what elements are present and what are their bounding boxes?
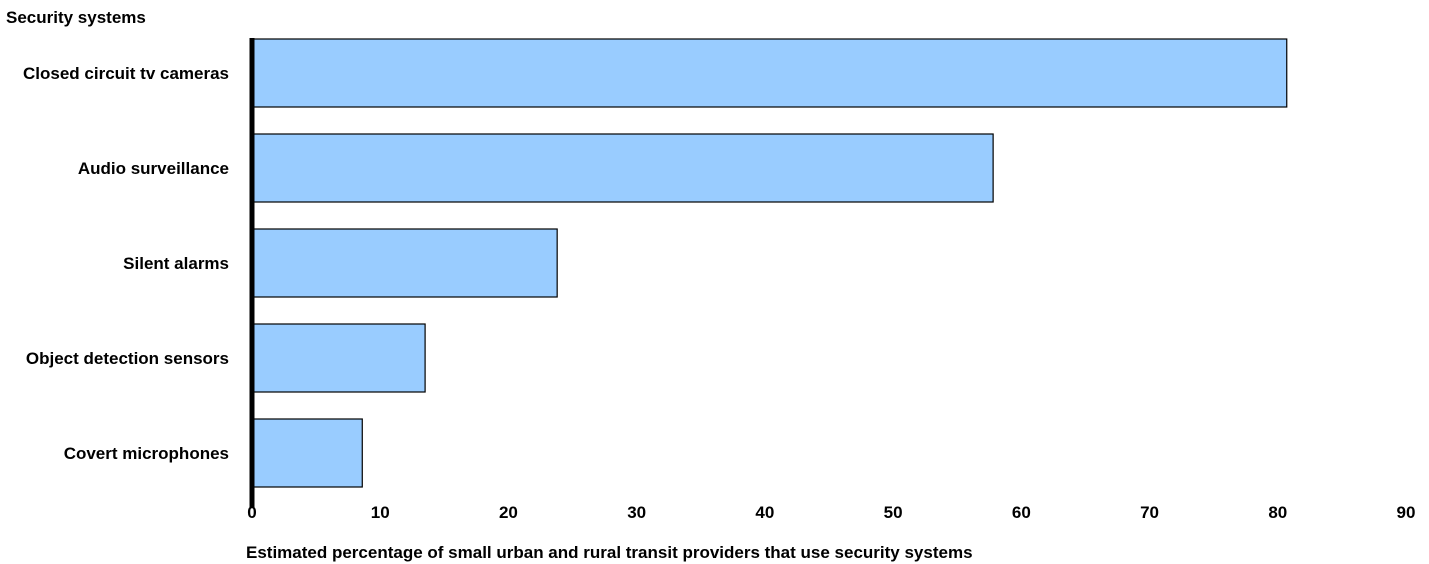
bar-0 bbox=[251, 38, 1288, 108]
x-axis-title: Estimated percentage of small urban and … bbox=[246, 543, 973, 562]
x-tick-label-6: 60 bbox=[1012, 503, 1031, 522]
category-label-3: Object detection sensors bbox=[26, 349, 229, 368]
x-tick-label-3: 30 bbox=[627, 503, 646, 522]
bar-3 bbox=[251, 323, 426, 393]
bar-2 bbox=[251, 228, 558, 298]
bar-1 bbox=[251, 133, 994, 203]
x-tick-labels: 0 10 20 30 40 50 60 70 80 90 bbox=[247, 503, 1415, 522]
category-label-1: Audio surveillance bbox=[78, 159, 229, 178]
x-tick-label-5: 50 bbox=[884, 503, 903, 522]
category-label-2: Silent alarms bbox=[123, 254, 229, 273]
x-tick-label-9: 90 bbox=[1397, 503, 1416, 522]
category-labels: Closed circuit tv cameras Audio surveilla… bbox=[23, 64, 229, 463]
x-tick-label-7: 70 bbox=[1140, 503, 1159, 522]
category-label-4: Covert microphones bbox=[64, 444, 229, 463]
y-axis-title: Security systems bbox=[6, 8, 146, 27]
category-label-0: Closed circuit tv cameras bbox=[23, 64, 229, 83]
bars-group bbox=[251, 38, 1288, 488]
bar-4 bbox=[251, 418, 363, 488]
x-tick-label-8: 80 bbox=[1268, 503, 1287, 522]
x-tick-label-2: 20 bbox=[499, 503, 518, 522]
x-tick-label-1: 10 bbox=[371, 503, 390, 522]
x-tick-label-0: 0 bbox=[247, 503, 256, 522]
x-tick-label-4: 40 bbox=[755, 503, 774, 522]
